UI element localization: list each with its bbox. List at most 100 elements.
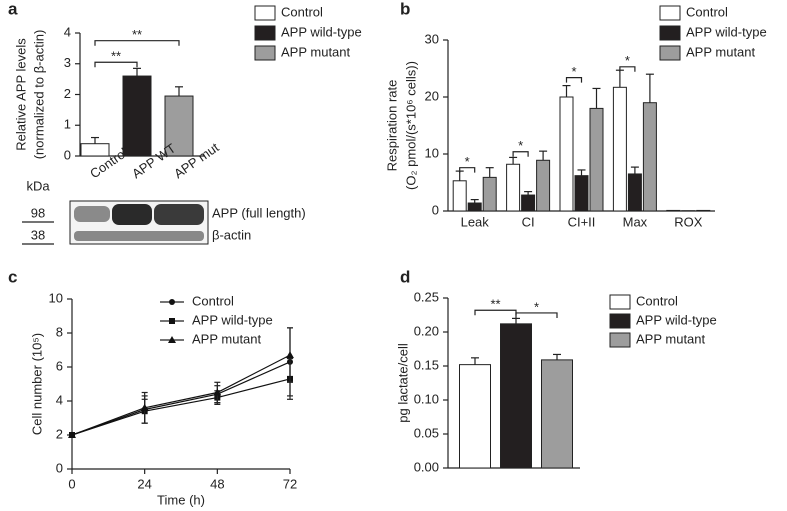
legend-label: APP wild-type xyxy=(636,312,717,327)
band-label: β-actin xyxy=(212,227,251,242)
bar xyxy=(459,364,491,469)
bar xyxy=(612,86,627,212)
significance-label: ** xyxy=(490,297,500,312)
panel-label: c xyxy=(8,267,17,286)
marker xyxy=(68,431,76,438)
legend-label: Control xyxy=(636,293,678,308)
y-tick-label: 0.25 xyxy=(414,289,439,304)
y-tick-label: 4 xyxy=(64,24,71,39)
marker xyxy=(140,403,149,411)
x-tick-label: CI xyxy=(522,214,535,229)
bar xyxy=(80,143,110,157)
bar xyxy=(122,75,152,157)
bar xyxy=(627,173,642,212)
panel-label: b xyxy=(400,0,410,18)
y-axis-label: Relative APP levels xyxy=(13,38,28,151)
legend-swatch xyxy=(609,294,631,310)
blot-band xyxy=(74,206,110,222)
x-tick-label: 48 xyxy=(210,476,224,491)
y-tick-label: 0 xyxy=(432,202,439,217)
bar xyxy=(696,209,711,212)
legend-label: APP mutant xyxy=(281,44,351,59)
y-tick-label: 0 xyxy=(64,147,71,162)
significance-label: * xyxy=(571,64,576,79)
y-tick-label: 0.20 xyxy=(414,323,439,338)
marker-label: 98 xyxy=(31,205,45,220)
legend-swatch xyxy=(659,45,681,61)
significance-label: * xyxy=(465,154,470,169)
y-axis-label: Cell number (10⁵) xyxy=(29,333,44,435)
marker xyxy=(286,351,294,359)
y-tick-label: 0.15 xyxy=(414,357,439,372)
legend-swatch xyxy=(609,332,631,348)
y-axis-label: (normalized to β-actin) xyxy=(31,30,46,160)
significance-label: ** xyxy=(111,49,121,64)
legend-label: Control xyxy=(281,4,323,19)
marker-label: 38 xyxy=(31,227,45,242)
western-blot xyxy=(22,200,209,245)
significance-bracket xyxy=(512,151,529,157)
blot-band xyxy=(74,231,204,241)
bar xyxy=(642,102,657,212)
significance-bracket xyxy=(94,40,180,46)
bar xyxy=(467,202,482,212)
x-tick-label: CI+II xyxy=(568,214,596,229)
y-tick-label: 0.05 xyxy=(414,425,439,440)
legend-swatch xyxy=(254,25,276,41)
significance-bracket xyxy=(459,167,476,173)
bar xyxy=(500,323,532,469)
y-tick-label: 30 xyxy=(425,31,439,46)
x-tick-label: 72 xyxy=(283,476,297,491)
series-line xyxy=(71,354,291,436)
panel-label: a xyxy=(8,0,18,18)
marker xyxy=(213,388,222,396)
y-tick-label: 10 xyxy=(425,145,439,160)
series-line xyxy=(71,361,291,436)
significance-label: * xyxy=(518,138,523,153)
y-axis-label: Respiration rate xyxy=(384,80,399,172)
y-tick-label: 1 xyxy=(64,117,71,132)
y-tick-label: 2 xyxy=(56,426,63,441)
legend-marker xyxy=(168,336,176,343)
y-axis-label: pg lactate/cell xyxy=(395,343,410,423)
legend-label: APP wild-type xyxy=(192,312,273,327)
y-tick-label: 2 xyxy=(64,86,71,101)
legend-label: APP mutant xyxy=(636,331,706,346)
y-tick-label: 8 xyxy=(56,324,63,339)
significance-label: * xyxy=(534,299,539,314)
x-axis-label: Time (h) xyxy=(157,492,205,507)
significance-bracket xyxy=(94,61,138,68)
y-tick-label: 3 xyxy=(64,55,71,70)
x-tick-label: ROX xyxy=(674,214,703,229)
legend-swatch xyxy=(254,45,276,61)
bar xyxy=(536,159,551,212)
legend-label: Control xyxy=(192,293,234,308)
band-label: APP (full length) xyxy=(212,205,306,220)
y-tick-label: 10 xyxy=(49,290,63,305)
legend-swatch xyxy=(609,313,631,329)
bar xyxy=(589,107,604,212)
panel-label: d xyxy=(400,267,410,286)
significance-bracket xyxy=(565,77,583,83)
y-tick-label: 20 xyxy=(425,88,439,103)
legend-label: APP mutant xyxy=(192,331,262,346)
legend-swatch xyxy=(254,5,276,21)
y-tick-label: 0.00 xyxy=(414,459,439,474)
bar xyxy=(506,163,521,212)
y-tick-label: 0 xyxy=(56,460,63,475)
x-tick-label: 24 xyxy=(137,476,151,491)
y-tick-label: 4 xyxy=(56,392,63,407)
significance-bracket xyxy=(515,312,558,318)
legend-swatch xyxy=(659,25,681,41)
bar xyxy=(521,194,536,212)
legend-label: APP wild-type xyxy=(281,24,362,39)
significance-label: ** xyxy=(132,27,142,42)
x-tick-label: Leak xyxy=(461,214,490,229)
legend-marker xyxy=(169,299,175,305)
significance-label: * xyxy=(625,53,630,68)
legend-label: Control xyxy=(686,4,728,19)
bar xyxy=(574,175,589,212)
bar xyxy=(452,180,467,212)
bar xyxy=(541,359,573,469)
